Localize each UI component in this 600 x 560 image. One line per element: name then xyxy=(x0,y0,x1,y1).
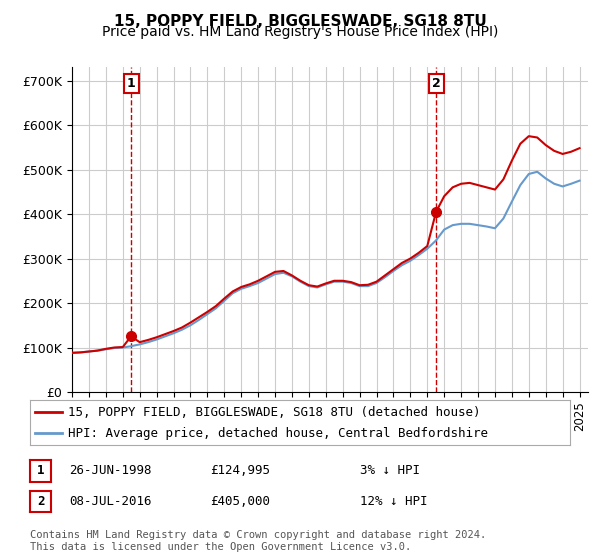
Text: 3% ↓ HPI: 3% ↓ HPI xyxy=(360,464,420,478)
Text: 2: 2 xyxy=(37,495,44,508)
Text: £124,995: £124,995 xyxy=(210,464,270,478)
Text: £405,000: £405,000 xyxy=(210,495,270,508)
Text: 1: 1 xyxy=(127,77,136,90)
Text: 2: 2 xyxy=(432,77,440,90)
Text: 1: 1 xyxy=(37,464,44,478)
Text: HPI: Average price, detached house, Central Bedfordshire: HPI: Average price, detached house, Cent… xyxy=(68,427,488,441)
Text: 15, POPPY FIELD, BIGGLESWADE, SG18 8TU: 15, POPPY FIELD, BIGGLESWADE, SG18 8TU xyxy=(113,14,487,29)
Text: 26-JUN-1998: 26-JUN-1998 xyxy=(69,464,151,478)
Text: 12% ↓ HPI: 12% ↓ HPI xyxy=(360,495,427,508)
Text: Contains HM Land Registry data © Crown copyright and database right 2024.
This d: Contains HM Land Registry data © Crown c… xyxy=(30,530,486,552)
Text: 08-JUL-2016: 08-JUL-2016 xyxy=(69,495,151,508)
Text: Price paid vs. HM Land Registry's House Price Index (HPI): Price paid vs. HM Land Registry's House … xyxy=(102,25,498,39)
Text: 15, POPPY FIELD, BIGGLESWADE, SG18 8TU (detached house): 15, POPPY FIELD, BIGGLESWADE, SG18 8TU (… xyxy=(68,407,481,419)
